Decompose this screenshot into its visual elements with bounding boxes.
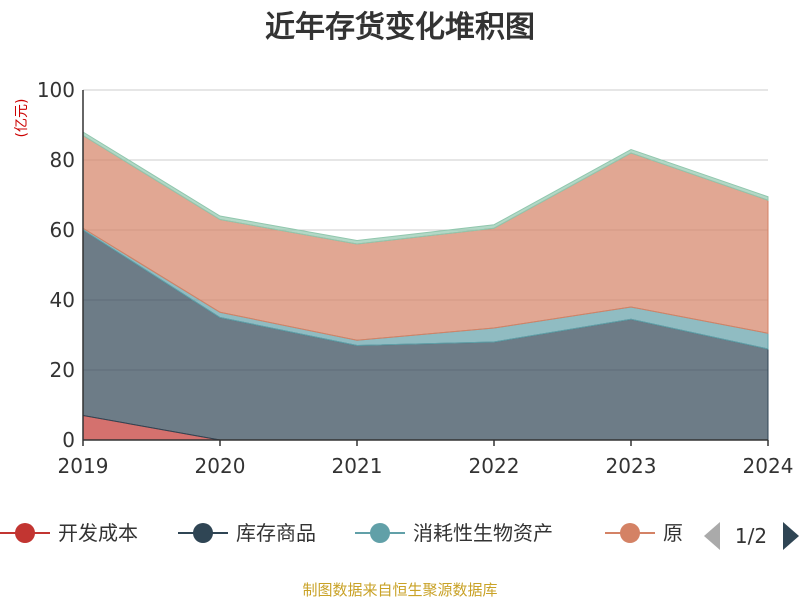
y-tick-label: 40	[50, 288, 75, 312]
x-tick-label: 2023	[606, 454, 657, 478]
axes	[82, 90, 769, 446]
legend-item[interactable]: 开发成本	[0, 521, 138, 545]
legend-marker-icon	[620, 523, 640, 543]
y-tick-label: 60	[50, 218, 75, 242]
y-tick-label: 80	[50, 148, 75, 172]
y-tick-labels: 0 20 40 60 80 100	[37, 78, 75, 452]
y-axis-unit: (亿元)	[14, 99, 30, 138]
x-tick-label: 2019	[58, 454, 109, 478]
legend-label: 原	[663, 521, 683, 545]
data-source-note: 制图数据来自恒生聚源数据库	[302, 581, 497, 599]
legend-marker-icon	[193, 523, 213, 543]
legend-marker-icon	[370, 523, 390, 543]
legend-item[interactable]: 原	[605, 521, 683, 545]
y-tick-label: 0	[62, 428, 75, 452]
y-tick-label: 20	[50, 358, 75, 382]
y-tick-label: 100	[37, 78, 75, 102]
legend-prev-page-icon[interactable]	[704, 522, 720, 550]
x-tick-labels: 2019 2020 2021 2022 2023 2024	[58, 454, 794, 478]
legend-item[interactable]: 消耗性生物资产	[355, 521, 553, 545]
x-tick-label: 2021	[332, 454, 383, 478]
legend-marker-icon	[15, 523, 35, 543]
legend-label: 开发成本	[58, 521, 138, 545]
legend-page-indicator: 1/2	[735, 524, 767, 548]
legend-item[interactable]: 库存商品	[178, 521, 316, 545]
legend-label: 消耗性生物资产	[413, 521, 553, 545]
chart-title: 近年存货变化堆积图	[265, 10, 535, 45]
legend: 开发成本 库存商品 消耗性生物资产 原	[0, 521, 683, 545]
x-tick-label: 2024	[743, 454, 794, 478]
x-tick-label: 2022	[469, 454, 520, 478]
legend-next-page-icon[interactable]	[783, 522, 799, 550]
x-tick-label: 2020	[195, 454, 246, 478]
legend-label: 库存商品	[236, 521, 316, 545]
series-area-unlabeled-4	[82, 131, 769, 245]
legend-pager: 1/2	[704, 522, 799, 550]
area-series	[82, 131, 769, 441]
